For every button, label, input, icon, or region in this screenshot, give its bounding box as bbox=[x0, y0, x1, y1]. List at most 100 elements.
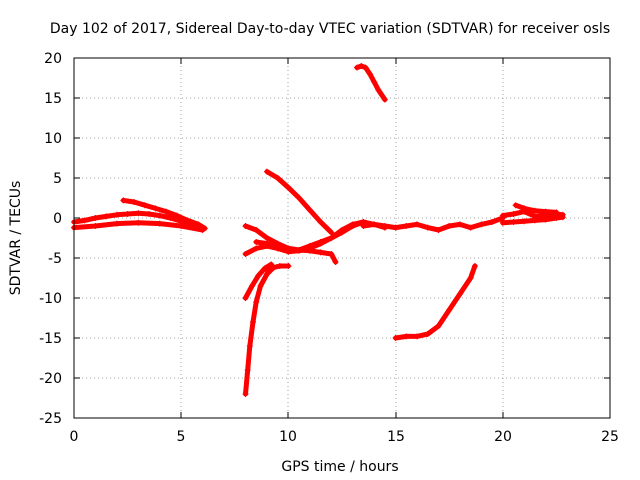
data-point-marker bbox=[199, 227, 206, 233]
data-point-marker bbox=[456, 291, 463, 297]
data-point-marker bbox=[263, 240, 270, 247]
x-tick-label: 10 bbox=[279, 429, 297, 445]
y-tick-label: 15 bbox=[44, 91, 62, 107]
data-point-marker bbox=[92, 215, 99, 221]
x-tick-label: 20 bbox=[494, 429, 512, 445]
data-point-marker bbox=[135, 210, 142, 217]
y-tick-label: -20 bbox=[39, 371, 62, 387]
y-axis-label: SDTVAR / TECUs bbox=[8, 181, 24, 296]
data-point-marker bbox=[521, 218, 528, 225]
data-point-marker bbox=[124, 211, 131, 217]
data-point-marker bbox=[332, 259, 339, 265]
data-point-marker bbox=[435, 227, 442, 233]
data-point-marker bbox=[195, 221, 202, 228]
data-point-marker bbox=[244, 367, 251, 373]
y-tick-label: 5 bbox=[53, 171, 62, 187]
data-point-marker bbox=[317, 219, 324, 225]
series-band-mid bbox=[360, 215, 506, 233]
data-point-marker bbox=[553, 209, 560, 216]
data-point-marker bbox=[328, 251, 335, 257]
data-point-marker bbox=[263, 267, 270, 273]
data-point-marker bbox=[362, 64, 369, 71]
series-band-late-lower bbox=[499, 214, 566, 226]
data-point-marker bbox=[435, 323, 442, 329]
data-point-marker bbox=[306, 245, 313, 252]
series-band-early-upper bbox=[120, 197, 208, 232]
x-tick-label: 15 bbox=[387, 429, 405, 445]
data-point-marker bbox=[113, 211, 120, 218]
x-tick-5: 5 bbox=[177, 58, 186, 445]
series-trace bbox=[243, 265, 276, 397]
data-point-marker bbox=[358, 63, 365, 69]
data-point-marker bbox=[253, 299, 260, 305]
data-point-marker bbox=[253, 245, 260, 252]
data-series-layer bbox=[71, 63, 566, 397]
data-point-marker bbox=[531, 217, 538, 224]
data-point-marker bbox=[253, 239, 260, 245]
data-point-marker bbox=[285, 184, 292, 191]
data-point-marker bbox=[270, 264, 277, 271]
data-point-marker bbox=[414, 221, 421, 228]
data-point-marker bbox=[178, 223, 185, 229]
data-point-marker bbox=[349, 223, 356, 229]
data-point-marker bbox=[242, 251, 249, 257]
data-point-marker bbox=[167, 215, 174, 221]
data-point-marker bbox=[306, 207, 313, 213]
data-point-marker bbox=[146, 211, 153, 217]
data-point-marker bbox=[375, 87, 382, 93]
y-tick-label: 0 bbox=[53, 211, 62, 227]
data-point-marker bbox=[542, 216, 549, 223]
data-point-marker bbox=[253, 227, 260, 233]
y-tick-minus-20: -20 bbox=[39, 371, 610, 387]
data-point-marker bbox=[152, 205, 159, 212]
data-point-marker bbox=[392, 224, 399, 231]
series-arc-late-rise bbox=[392, 263, 478, 341]
x-tick-label: 5 bbox=[177, 429, 186, 445]
data-point-marker bbox=[156, 212, 163, 219]
data-point-marker bbox=[392, 335, 399, 341]
data-point-marker bbox=[446, 307, 453, 313]
series-arc-high bbox=[354, 63, 388, 103]
data-point-marker bbox=[339, 229, 345, 236]
y-tick-label: -25 bbox=[39, 411, 62, 427]
data-point-marker bbox=[156, 220, 163, 227]
x-tick-15: 15 bbox=[387, 58, 405, 445]
y-tick-0: 0 bbox=[53, 211, 610, 227]
data-point-marker bbox=[381, 223, 388, 229]
data-point-marker bbox=[296, 195, 303, 201]
data-point-marker bbox=[257, 283, 264, 289]
series-trace bbox=[264, 263, 291, 273]
y-axis-ticks: 20 15 10 5 0 -5 -10 bbox=[39, 51, 610, 427]
data-point-marker bbox=[274, 175, 281, 181]
series-band-late-upper bbox=[512, 202, 560, 216]
data-point-marker bbox=[512, 202, 519, 209]
y-tick-label: -15 bbox=[39, 331, 62, 347]
data-point-marker bbox=[553, 215, 560, 221]
data-point-marker bbox=[184, 217, 191, 224]
data-point-marker bbox=[328, 235, 335, 241]
data-point-marker bbox=[360, 223, 367, 229]
y-tick-label: 20 bbox=[44, 51, 62, 67]
series-arc-decline bbox=[263, 168, 335, 236]
series-trace bbox=[393, 263, 478, 341]
y-tick-minus-5: -5 bbox=[48, 251, 610, 267]
data-point-marker bbox=[285, 263, 292, 269]
data-point-marker bbox=[92, 223, 99, 229]
data-point-marker bbox=[163, 208, 170, 215]
data-point-marker bbox=[531, 207, 538, 214]
y-tick-label: 10 bbox=[44, 131, 62, 147]
data-point-marker bbox=[296, 247, 303, 254]
data-point-marker bbox=[499, 212, 506, 219]
x-axis-label: GPS time / hours bbox=[281, 459, 398, 475]
data-point-marker bbox=[371, 221, 378, 228]
data-point-marker bbox=[467, 224, 474, 231]
data-point-marker bbox=[263, 168, 270, 175]
series-arc-rise-3 bbox=[263, 263, 292, 273]
data-point-marker bbox=[456, 221, 463, 228]
data-point-marker bbox=[366, 71, 373, 77]
data-point-marker bbox=[135, 219, 142, 226]
data-point-marker bbox=[381, 96, 388, 103]
y-tick-minus-10: -10 bbox=[39, 291, 610, 307]
data-point-marker bbox=[424, 224, 431, 231]
